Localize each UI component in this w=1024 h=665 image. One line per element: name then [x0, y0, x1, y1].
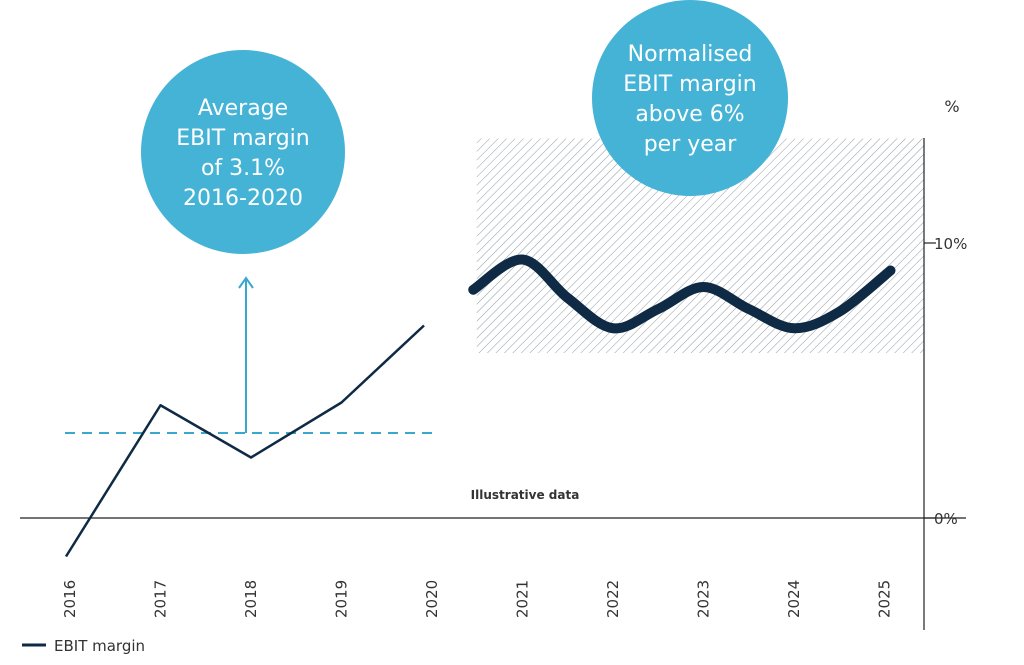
bubble-text-line: EBIT margin	[176, 126, 310, 151]
projected-margin-line	[468, 254, 896, 334]
x-tick-label: 2024	[785, 580, 803, 618]
y-axis-unit-label: %	[944, 97, 959, 116]
x-tick-label: 2018	[242, 580, 260, 618]
bubble-text-line: of 3.1%	[201, 156, 285, 181]
x-tick-label: 2022	[604, 580, 622, 618]
legend-label: EBIT margin	[54, 637, 145, 655]
x-tick-label: 2025	[876, 580, 894, 618]
bubble-text-line: per year	[644, 132, 738, 157]
x-tick-label: 2019	[333, 580, 351, 618]
bubble-text-line: 2016-2020	[183, 186, 303, 211]
x-tick-label: 2017	[152, 580, 170, 618]
bubble-text-line: above 6%	[635, 102, 744, 127]
x-tick-label: 2023	[695, 580, 713, 618]
x-tick-label: 2021	[514, 580, 532, 618]
x-tick-label: 2020	[423, 580, 441, 618]
y-tick-label: 0%	[934, 510, 958, 528]
x-tick-label: 2016	[61, 580, 79, 618]
y-tick-label: 10%	[934, 235, 967, 253]
bubble-text-line: Average	[198, 96, 288, 121]
bubble-text-line: EBIT margin	[623, 72, 757, 97]
bubble-text-line: Normalised	[628, 42, 753, 67]
normalised-margin-bubble	[592, 0, 788, 196]
average-margin-bubble	[141, 50, 345, 254]
illustrative-note: Illustrative data	[471, 488, 580, 502]
arrow-up-icon	[238, 276, 254, 433]
